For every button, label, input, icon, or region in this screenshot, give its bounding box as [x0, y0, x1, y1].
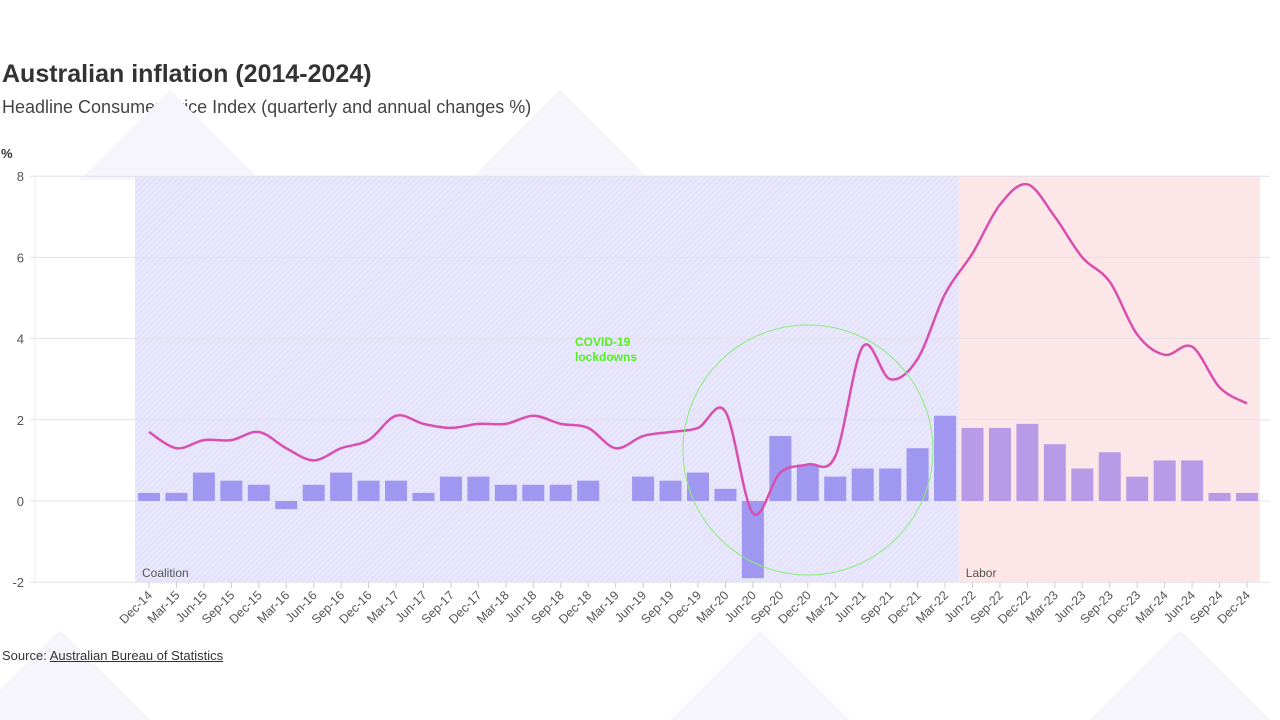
bar-Mar-17 [385, 480, 408, 501]
source-note: Source: Australian Bureau of Statistics [2, 648, 223, 663]
region-labor [958, 176, 1260, 583]
source-link[interactable]: Australian Bureau of Statistics [49, 648, 224, 663]
y-tick-label: -2 [12, 575, 24, 590]
chart-subtitle: Headline Consumer Price Index (quarterly… [2, 97, 532, 117]
background-triangle [0, 630, 150, 720]
bar-Jun-23 [1071, 468, 1094, 501]
background-triangle [1090, 630, 1270, 720]
chart-title: Australian inflation (2014-2024) [2, 60, 372, 88]
bar-Dec-16 [357, 480, 380, 501]
bar-Sep-23 [1098, 452, 1121, 501]
background-triangle [80, 90, 260, 180]
bar-Dec-18 [577, 480, 600, 501]
region-coalition [135, 176, 959, 583]
bar-Dec-17 [467, 476, 490, 501]
bar-Jun-22 [961, 427, 984, 501]
covid-annotation: COVID-19 lockdowns [575, 335, 637, 364]
bar-Sep-22 [988, 427, 1011, 501]
bar-Dec-14 [138, 492, 160, 501]
bar-Dec-24 [1236, 492, 1258, 501]
bar-Mar-24 [1153, 460, 1176, 501]
bar-Jun-18 [522, 484, 545, 501]
bar-Jun-21 [851, 468, 874, 501]
bar-Dec-15 [247, 484, 270, 501]
bar-Sep-24 [1208, 492, 1231, 501]
bar-Sep-21 [879, 468, 902, 501]
bar-Dec-23 [1126, 476, 1149, 501]
bar-Sep-20 [769, 436, 792, 501]
bar-Jun-24 [1181, 460, 1204, 501]
bar-Mar-22 [934, 415, 957, 501]
region-label-labor: Labor [966, 566, 997, 580]
source-prefix: Source: [2, 648, 50, 663]
bar-Sep-18 [549, 484, 572, 501]
bar-Mar-23 [1043, 444, 1066, 501]
bar-Dec-20 [796, 464, 819, 501]
bar-Dec-19 [687, 472, 709, 501]
bar-Sep-19 [659, 480, 682, 501]
bar-Mar-18 [494, 484, 517, 501]
y-tick-label: 4 [17, 332, 24, 347]
covid-circle [682, 324, 934, 576]
y-tick-label: 2 [17, 413, 24, 428]
bar-Mar-16 [275, 501, 298, 510]
bar-Sep-16 [330, 472, 353, 501]
region-label-coalition: Coalition [142, 566, 189, 580]
background-triangle [670, 630, 850, 720]
bar-Jun-15 [192, 472, 215, 501]
bar-Mar-15 [165, 492, 188, 501]
y-axis-label: % [1, 146, 13, 161]
background-triangle [470, 90, 650, 180]
bar-Jun-16 [302, 484, 325, 501]
bar-Sep-17 [439, 476, 462, 501]
bar-Mar-20 [714, 488, 737, 501]
bar-Sep-15 [220, 480, 243, 501]
bar-Jun-19 [632, 476, 655, 501]
bar-Jun-17 [412, 492, 435, 501]
bar-Mar-21 [824, 476, 847, 501]
bar-Dec-22 [1016, 423, 1039, 501]
annual-change-line [148, 182, 1248, 516]
y-tick-label: 6 [17, 250, 24, 265]
y-tick-label: 0 [17, 494, 24, 509]
y-tick-label: 8 [17, 169, 24, 184]
bar-Dec-21 [906, 448, 929, 501]
